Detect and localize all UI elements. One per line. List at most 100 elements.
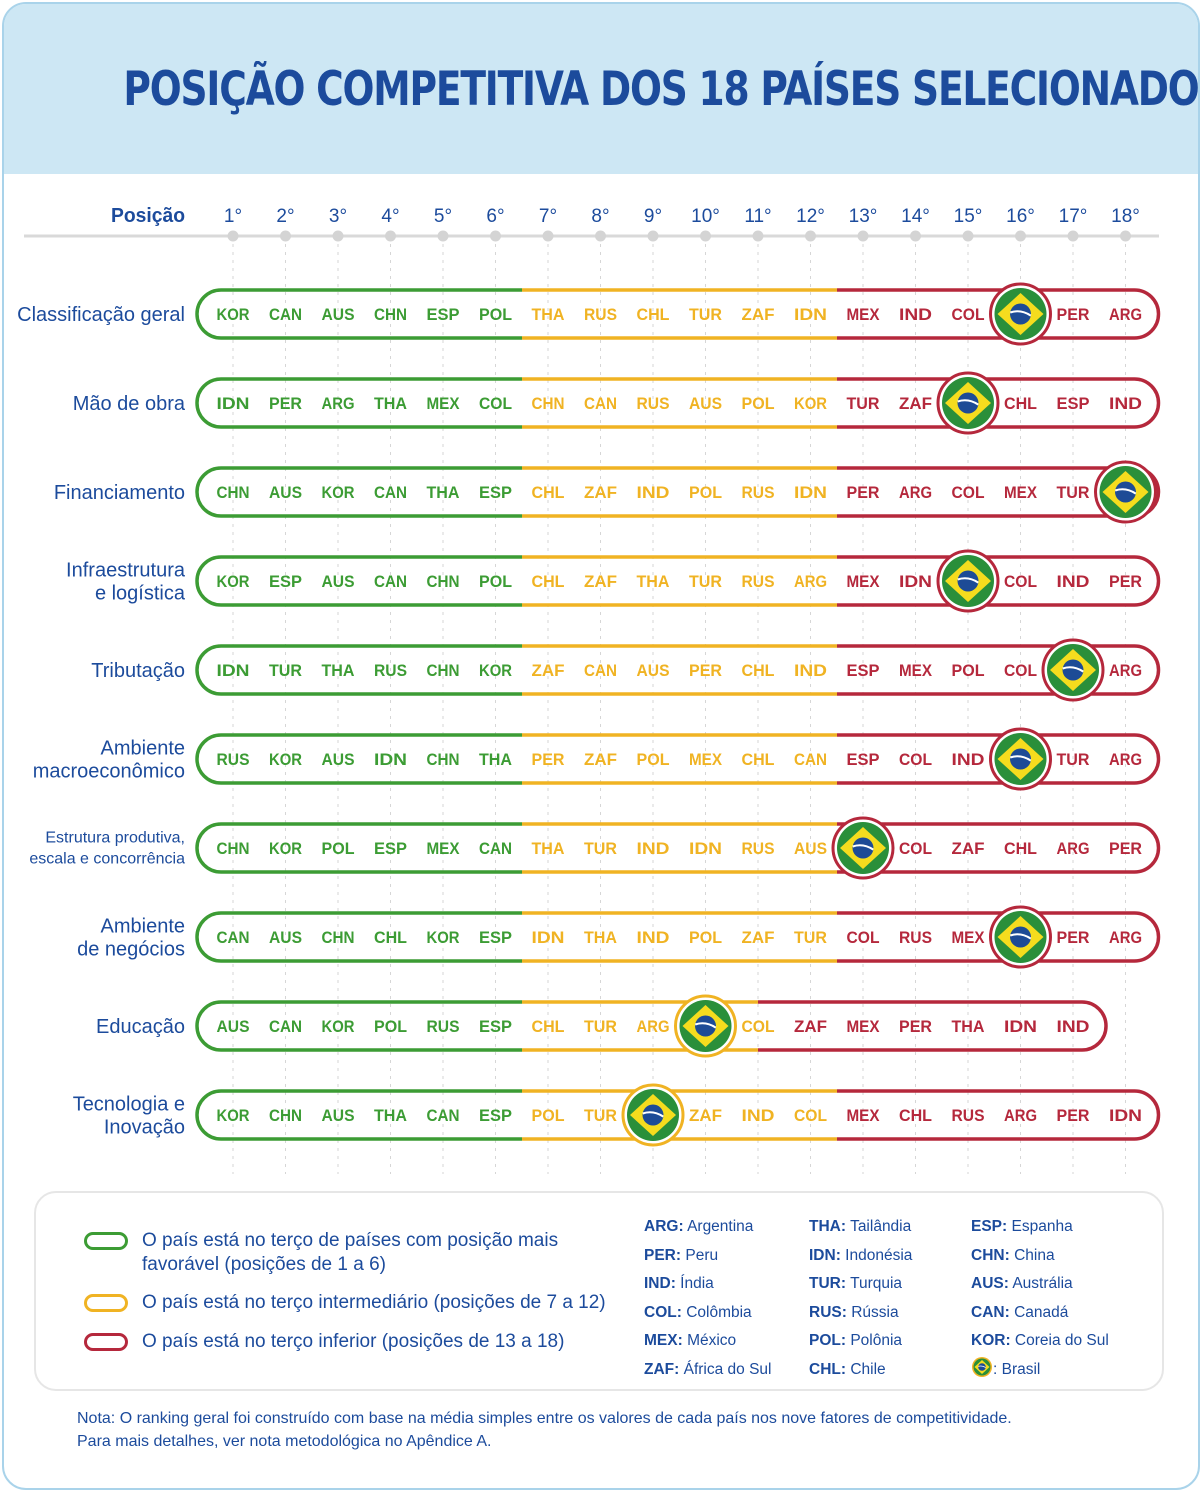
code-entry: CHL: Chile xyxy=(809,1360,886,1378)
country-code: IDN xyxy=(1109,1107,1142,1125)
brazil-flag-icon xyxy=(831,816,895,880)
capsule-red xyxy=(837,733,1161,785)
country-code: AUS xyxy=(794,840,827,858)
brazil-flag-icon xyxy=(972,1356,992,1377)
capsule-yellow xyxy=(522,733,837,785)
country-code: IDN xyxy=(794,306,827,324)
country-code: ZAF xyxy=(584,484,617,502)
brazil-flag-icon xyxy=(936,371,1000,435)
position-tick-label: 17° xyxy=(1059,206,1088,227)
capsule-red xyxy=(758,1000,1108,1052)
country-code: PER xyxy=(899,1018,932,1036)
code-entry: CAN: Canadá xyxy=(971,1303,1069,1321)
country-code: COL xyxy=(1004,573,1037,591)
row-label: Estrutura produtiva, xyxy=(45,830,185,847)
code-entry: AUS: Austrália xyxy=(971,1275,1073,1292)
country-code: KOR xyxy=(217,573,250,591)
row-1: Mão de obra IDN PER ARG THA MEX COL CHN CAN RUS AU… xyxy=(73,371,1161,435)
code-entry: PER: Peru xyxy=(644,1246,719,1264)
country-code: CHN xyxy=(427,662,460,680)
country-code: CHL xyxy=(532,573,565,591)
country-code: CHL xyxy=(532,484,565,502)
country-code: IDN xyxy=(1004,1018,1037,1036)
country-code: CHL xyxy=(742,751,775,769)
row-8: Educação AUS CAN KOR POL RUS ESP CHL TUR ARG COL ZA… xyxy=(96,994,1108,1058)
country-code: ARG xyxy=(1004,1107,1037,1125)
code-entry: CHN: China xyxy=(971,1246,1055,1264)
row-label: e logística xyxy=(95,583,186,605)
position-tick-label: 8° xyxy=(591,206,609,227)
capsule-yellow xyxy=(522,288,837,340)
country-code: IDN xyxy=(689,840,722,858)
row-label: Educação xyxy=(96,1016,185,1038)
code-entry: ZAF: África do Sul xyxy=(644,1360,772,1378)
country-code: THA xyxy=(637,573,670,591)
country-code: TUR xyxy=(584,1018,617,1036)
country-code: KOR xyxy=(794,395,827,413)
axis-dot xyxy=(910,230,921,242)
country-code: ARG xyxy=(1109,929,1142,947)
capsule-red xyxy=(837,911,1161,963)
country-code: TUR xyxy=(847,395,880,413)
country-code: MEX xyxy=(427,840,460,858)
country-code: CAN xyxy=(584,662,617,680)
code-entry: IND: Índia xyxy=(644,1275,714,1292)
country-code: CHL xyxy=(742,662,775,680)
country-code: ZAF xyxy=(584,573,617,591)
red-pill-icon xyxy=(84,1333,128,1351)
green-pill-icon xyxy=(84,1232,128,1250)
country-code: IND xyxy=(952,751,985,769)
code-entry: MEX: México xyxy=(644,1332,737,1349)
page-title: POSIÇÃO COMPETITIVA DOS 18 PAÍSES SELECI… xyxy=(123,62,1200,117)
capsule-green xyxy=(195,644,522,696)
capsule-green xyxy=(195,1089,522,1141)
row-label: Inovação xyxy=(104,1117,185,1139)
country-code: CAN xyxy=(794,751,827,769)
axis-dot xyxy=(1067,230,1079,242)
flag-blue-globe xyxy=(695,1015,716,1037)
country-code: MEX xyxy=(1004,484,1037,502)
country-code: MEX xyxy=(847,1018,880,1036)
capsule-green xyxy=(195,555,522,607)
position-tick-label: 14° xyxy=(901,206,930,227)
row-2: Financiamento CHN AUS KOR CAN THA ESP CHL ZAF IND… xyxy=(54,460,1161,524)
country-code: IDN xyxy=(794,484,827,502)
country-code: KOR xyxy=(322,484,355,502)
country-code: PER xyxy=(1109,840,1142,858)
country-code: AUS xyxy=(269,484,302,502)
country-code: THA xyxy=(322,662,355,680)
country-code: PER xyxy=(847,484,880,502)
position-tick-label: 2° xyxy=(276,206,294,227)
country-code: RUS xyxy=(742,484,775,502)
capsule-green xyxy=(195,911,522,963)
country-code: THA xyxy=(952,1018,985,1036)
row-6: Estrutura produtiva, escala e concorrênci… xyxy=(29,816,1161,880)
axis-dot xyxy=(332,230,344,242)
capsule-yellow xyxy=(522,911,837,963)
position-tick-label: 7° xyxy=(539,206,557,227)
flag-band xyxy=(1114,488,1137,495)
country-code: ESP xyxy=(479,1018,512,1036)
country-code: IND xyxy=(794,662,827,680)
country-code: CHN xyxy=(269,1107,302,1125)
country-code: ZAF xyxy=(952,840,985,858)
country-code: AUS xyxy=(269,929,302,947)
brazil-flag-icon xyxy=(936,549,1000,613)
capsule-red xyxy=(837,555,1161,607)
code-entry: IDN: Indonésia xyxy=(809,1246,913,1264)
country-code: ZAF xyxy=(742,306,775,324)
country-code: MEX xyxy=(427,395,460,413)
country-code: CHL xyxy=(637,306,670,324)
country-code: POL xyxy=(689,484,722,502)
axis-dot xyxy=(490,230,501,242)
country-code: PER xyxy=(689,662,722,680)
axis-dot xyxy=(805,230,816,242)
country-code: CAN xyxy=(269,306,302,324)
country-code: IDN xyxy=(532,929,565,947)
country-code: AUS xyxy=(217,1018,250,1036)
country-code: ZAF xyxy=(532,662,565,680)
country-code: ESP xyxy=(374,840,407,858)
country-code: ARG xyxy=(637,1018,670,1036)
